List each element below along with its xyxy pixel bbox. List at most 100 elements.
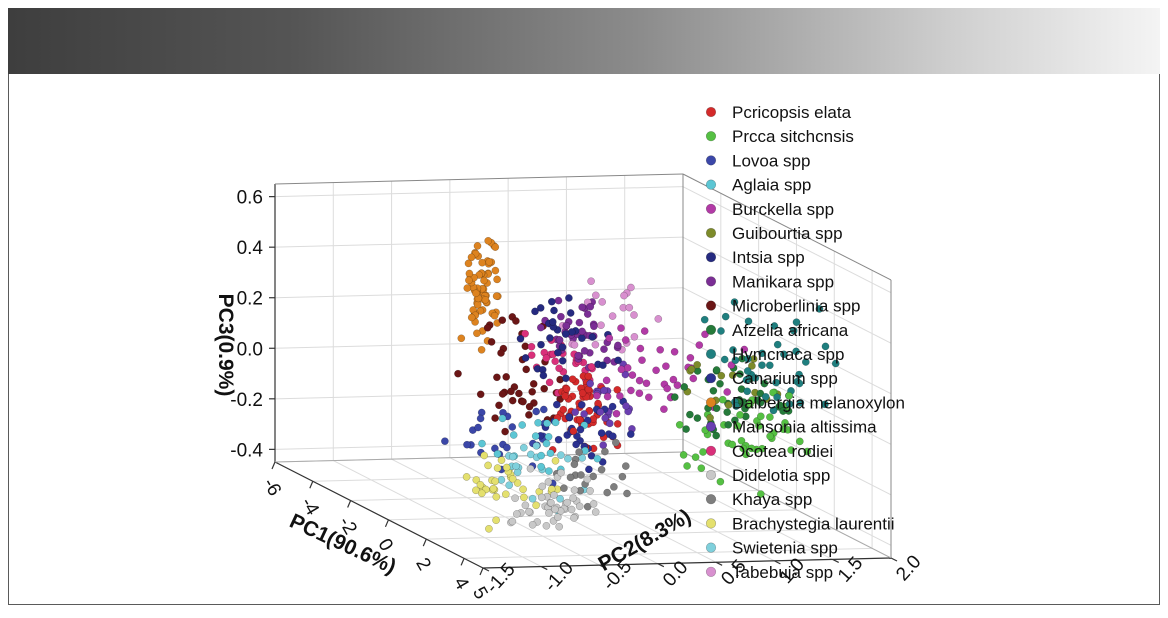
data-point-series-10 [801, 358, 810, 366]
legend-marker [705, 421, 717, 432]
data-point-series-6 [561, 330, 570, 338]
y-tick-label: 2.0 [892, 551, 925, 585]
data-point-series-19 [620, 291, 628, 300]
data-point-series-12 [492, 292, 501, 300]
legend-label: Burckella spp [732, 200, 834, 219]
legend-item: Pcricopsis elata [705, 103, 852, 122]
data-point-series-17 [491, 477, 500, 486]
y-tick [832, 558, 839, 563]
data-point-series-9 [760, 379, 769, 388]
data-point-series-16 [610, 483, 618, 491]
data-point-series-14 [555, 364, 563, 373]
data-point-series-10 [821, 342, 830, 351]
data-point-series-1 [769, 388, 777, 397]
legend-label: Aglaia spp [732, 176, 811, 195]
data-point-series-10 [795, 379, 804, 388]
data-point-series-15 [557, 468, 565, 477]
data-point-series-18 [508, 452, 517, 461]
data-point-series-3 [518, 421, 527, 429]
data-point-series-18 [505, 481, 514, 490]
data-point-series-10 [732, 402, 741, 410]
data-point-series-3 [534, 418, 542, 427]
data-point-series-5 [693, 360, 702, 369]
data-point-series-7 [575, 318, 584, 327]
data-point-series-15 [575, 502, 584, 511]
data-point-series-5 [717, 371, 726, 380]
data-point-series-1 [675, 420, 684, 429]
legend-label: Mansonia altissima [732, 418, 877, 437]
data-point-series-4 [689, 374, 698, 383]
data-point-series-15 [567, 505, 576, 514]
data-point-series-17 [462, 473, 471, 481]
data-point-series-1 [795, 437, 804, 446]
legend: Pcricopsis elata Prcca sitchcnsis Lovoa sp… [705, 103, 905, 582]
data-point-series-4 [670, 347, 679, 356]
data-point-series-1 [742, 450, 750, 459]
data-point-series-15 [537, 493, 546, 502]
data-point-series-16 [589, 472, 598, 481]
data-point-series-19 [630, 332, 639, 341]
data-point-series-16 [570, 460, 579, 469]
data-point-series-17 [477, 489, 486, 498]
data-point-series-8 [507, 387, 515, 396]
data-point-series-10 [772, 378, 781, 387]
data-point-series-19 [608, 312, 617, 320]
legend-label: Hymcnaca spp [732, 345, 844, 364]
data-point-series-7 [562, 321, 571, 330]
grid-line [391, 458, 600, 566]
data-point-series-10 [765, 361, 774, 370]
data-point-series-1 [683, 462, 691, 470]
data-point-series-18 [557, 451, 565, 459]
data-point-series-1 [781, 419, 789, 427]
data-point-series-9 [709, 386, 718, 395]
data-point-series-6 [547, 297, 556, 306]
data-point-series-18 [512, 462, 520, 471]
data-point-series-6 [537, 340, 545, 349]
legend-marker [705, 494, 717, 505]
data-point-series-8 [540, 384, 549, 393]
legend-item: Didelotia spp [705, 466, 830, 485]
data-point-series-10 [761, 392, 770, 401]
data-point-series-12 [485, 258, 494, 266]
data-point-series-4 [617, 365, 626, 374]
data-point-series-16 [601, 447, 609, 456]
data-point-series-9 [723, 408, 732, 417]
x-tick [309, 481, 314, 489]
legend-label: Intsia spp [732, 248, 805, 267]
data-point-series-10 [773, 393, 781, 402]
data-point-series-1 [755, 422, 763, 430]
z-axis-title: PC3(0.9%) [214, 294, 237, 397]
data-point-series-12 [481, 295, 490, 304]
data-point-series-15 [591, 508, 600, 516]
data-point-series-1 [747, 444, 756, 453]
data-point-series-13 [600, 386, 608, 395]
data-point-series-10 [743, 367, 752, 375]
data-point-series-6 [531, 307, 539, 316]
data-point-series-9 [724, 420, 733, 429]
y-axis-line [482, 557, 892, 569]
data-point-series-16 [583, 502, 592, 511]
legend-item: Dalbergia melanoxylon [705, 393, 905, 412]
data-point-series-18 [519, 443, 528, 452]
data-point-series-9 [741, 404, 749, 413]
legend-item: Ocotea rodiei [705, 442, 833, 461]
data-point-series-17 [532, 501, 540, 510]
data-point-series-15 [569, 494, 577, 502]
data-point-series-8 [508, 396, 517, 405]
data-point-series-4 [628, 371, 637, 379]
data-point-series-4 [663, 384, 672, 393]
legend-label: Swietenia spp [732, 539, 838, 558]
data-point-series-12 [491, 266, 500, 275]
data-point-series-17 [502, 463, 511, 472]
data-point-series-12 [464, 259, 473, 268]
legend-item: Afzelia africana [705, 321, 849, 340]
data-point-series-16 [566, 473, 575, 482]
data-point-series-10 [780, 350, 788, 359]
data-point-series-12 [467, 313, 476, 322]
data-point-series-6 [578, 334, 586, 343]
data-point-series-10 [769, 406, 778, 415]
data-point-series-19 [591, 291, 600, 300]
data-point-series-9 [736, 370, 744, 378]
data-point-series-0 [569, 427, 578, 435]
data-point-series-16 [597, 465, 606, 474]
